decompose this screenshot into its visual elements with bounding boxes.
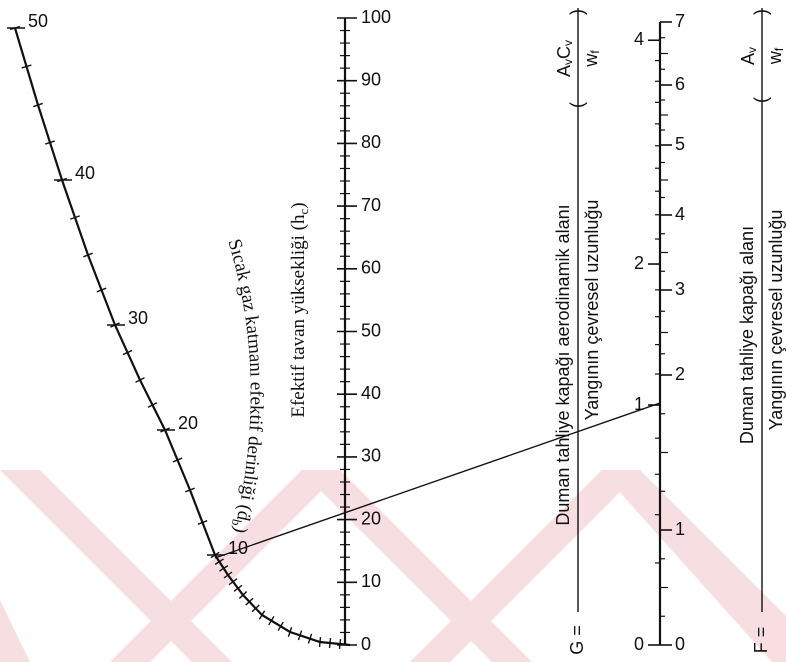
depth-minor-tick	[45, 140, 55, 145]
ceiling-tick-label: 70	[361, 195, 381, 215]
f-tick-label: 0	[675, 634, 685, 654]
ratio-denominator: wf	[581, 50, 602, 68]
g-tick-label: 2	[634, 253, 644, 273]
depth-tick-label: 20	[178, 413, 198, 433]
depth-minor-tick	[197, 520, 208, 525]
title-close: )	[288, 202, 309, 208]
symbol: A	[554, 65, 574, 77]
ceiling-tick-label: 10	[361, 571, 381, 591]
paren: (	[567, 102, 587, 108]
depth-minor-tick	[268, 616, 275, 626]
depth-minor-tick	[96, 287, 107, 293]
ceiling-tick-label: 20	[361, 508, 381, 528]
formula-numerator: Duman tahliye kapağı aerodinamik alanı	[553, 204, 573, 525]
title-sub: c	[296, 208, 311, 214]
f-tick-label: 1	[675, 519, 685, 539]
subscript: v	[561, 40, 575, 46]
ceiling-title-group: Efektif tavan yüksekliği (hc)	[288, 202, 311, 417]
ceiling-tick-label: 60	[361, 258, 381, 278]
depth-minor-tick	[245, 597, 254, 606]
f-tick-label: 3	[675, 279, 685, 299]
formula-lhs: G =	[567, 625, 587, 655]
depth-tick-label: 40	[75, 163, 95, 183]
paren: )	[567, 9, 587, 15]
g-formula: G = Duman tahliye kapağı aerodinamik alan…	[553, 8, 602, 655]
depth-minor-tick	[83, 252, 93, 258]
symbol: w	[581, 53, 601, 68]
f-tick-label: 7	[675, 11, 685, 31]
ceiling-tick-label: 30	[361, 446, 381, 466]
g-tick-label: 1	[634, 394, 644, 414]
ceiling-tick-label: 100	[361, 7, 391, 27]
depth-tick-label: 10	[228, 538, 248, 558]
depth-minor-tick	[214, 558, 224, 565]
depth-minor-tick	[147, 402, 158, 408]
depth-minor-tick	[251, 604, 260, 613]
ceiling-title: Efektif tavan yüksekliği (hc)	[288, 202, 311, 417]
f-tick-label: 6	[675, 74, 685, 94]
formula-denominator: Yangının çevresel uzunluğu	[766, 210, 786, 431]
depth-minor-tick	[307, 633, 313, 644]
title-sub: b	[229, 518, 245, 528]
ceiling-tick-label: 40	[361, 383, 381, 403]
depth-minor-tick	[135, 377, 145, 383]
f-tick-label: 4	[675, 204, 685, 224]
ceiling-tick-label: 50	[361, 320, 381, 340]
depth-minor-tick	[223, 571, 233, 579]
depth-minor-tick	[228, 578, 238, 586]
g-tick-label: 4	[634, 29, 644, 49]
title-text: Efektif tavan yüksekliği (h	[288, 214, 309, 418]
depth-minor-tick	[233, 584, 243, 592]
formula-denominator: Yangının çevresel uzunluğu	[582, 200, 602, 421]
subscript: v	[561, 59, 575, 65]
depth-minor-tick	[338, 638, 342, 650]
title-close: )	[229, 524, 251, 535]
ceiling-tick-label: 90	[361, 69, 381, 89]
f-tick-label: 5	[675, 134, 685, 154]
paren: (	[751, 97, 771, 103]
gas-depth-title: Sıcak gaz katmanı efektif derinliği (ḋ b)	[223, 237, 266, 536]
symbol: C	[554, 46, 574, 59]
depth-minor-tick	[70, 215, 80, 220]
depth-minor-tick	[219, 565, 229, 572]
depth-minor-tick	[318, 636, 322, 648]
title-text: Sıcak gaz katmanı efektif derinliği (ḋ	[223, 237, 266, 523]
depth-minor-tick	[122, 349, 133, 356]
depth-minor-tick	[328, 637, 332, 649]
subscript: v	[745, 47, 759, 53]
ceiling-tick-label: 80	[361, 132, 381, 152]
f-tick-label: 2	[675, 364, 685, 384]
depth-minor-tick	[238, 591, 248, 599]
reading-line	[214, 402, 661, 559]
formula-lhs: F =	[751, 627, 771, 654]
ratio-denominator: wf	[765, 47, 786, 65]
depth-minor-tick	[185, 487, 195, 493]
depth-minor-tick	[258, 610, 266, 620]
watermark	[0, 470, 786, 662]
ratio-numerator: Av	[738, 47, 759, 65]
paren: )	[751, 9, 771, 15]
symbol: A	[738, 53, 758, 65]
subscript: f	[772, 47, 786, 51]
subscript: f	[588, 50, 602, 54]
g-tick-label: 0	[634, 634, 644, 654]
ratio-numerator: AvCv	[554, 40, 575, 77]
depth-tick-label: 30	[128, 308, 148, 328]
ceiling-tick-label: 0	[361, 634, 371, 654]
depth-minor-tick	[287, 627, 293, 637]
depth-minor-tick	[277, 621, 284, 631]
formula-numerator: Duman tahliye kapağı alanı	[737, 226, 757, 444]
depth-minor-tick	[297, 630, 303, 641]
depth-minor-tick	[21, 64, 32, 69]
symbol: w	[765, 50, 785, 65]
depth-tick-label: 50	[28, 11, 48, 31]
depth-minor-tick	[172, 457, 183, 463]
f-formula: F = Duman tahliye kapağı alanı Yangının çe…	[737, 8, 786, 653]
depth-minor-tick	[33, 102, 43, 108]
